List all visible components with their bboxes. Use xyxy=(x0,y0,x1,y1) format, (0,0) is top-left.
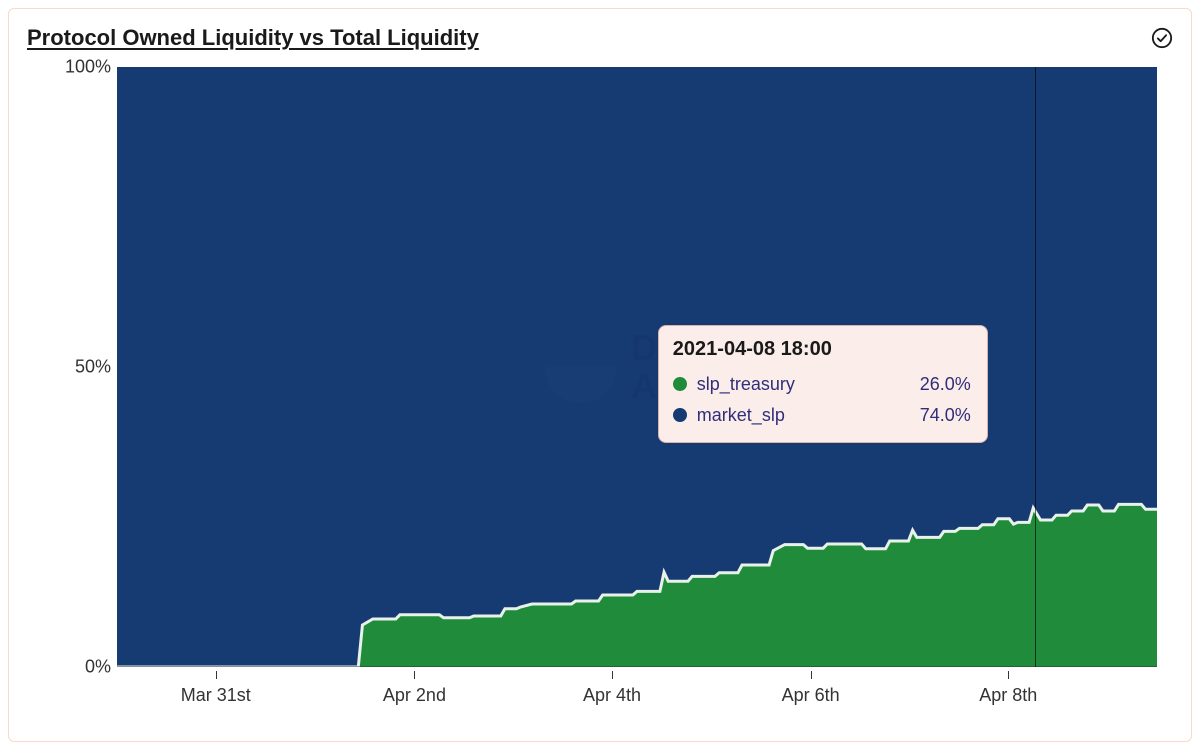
x-axis-tick xyxy=(414,671,415,679)
x-axis-label: Mar 31st xyxy=(181,685,251,706)
hover-guideline xyxy=(1035,67,1036,667)
chart-title[interactable]: Protocol Owned Liquidity vs Total Liquid… xyxy=(27,25,479,51)
tooltip-series-name: slp_treasury xyxy=(697,369,910,400)
x-axis-label: Apr 2nd xyxy=(383,685,446,706)
tooltip-swatch-icon xyxy=(673,408,687,422)
tooltip-series-value: 26.0% xyxy=(920,369,971,400)
x-axis-label: Apr 4th xyxy=(583,685,641,706)
y-axis: 0%50%100% xyxy=(27,67,111,667)
tooltip-row: slp_treasury 26.0% xyxy=(673,369,971,400)
tooltip-row: market_slp 74.0% xyxy=(673,400,971,431)
chart-header: Protocol Owned Liquidity vs Total Liquid… xyxy=(27,25,1173,51)
x-axis-tick xyxy=(811,671,812,679)
status-check-icon xyxy=(1151,27,1173,49)
x-axis-tick xyxy=(1008,671,1009,679)
tooltip-series-name: market_slp xyxy=(697,400,910,431)
stacked-area-svg xyxy=(117,67,1157,667)
x-axis-tick xyxy=(612,671,613,679)
y-axis-label: 100% xyxy=(65,57,111,78)
tooltip-series-value: 74.0% xyxy=(920,400,971,431)
x-axis-label: Apr 8th xyxy=(979,685,1037,706)
chart-area: 0%50%100% Dune Analy 2021-04-08 18:00 sl… xyxy=(27,61,1173,717)
y-axis-label: 0% xyxy=(85,657,111,678)
tooltip-swatch-icon xyxy=(673,377,687,391)
chart-tooltip: 2021-04-08 18:00 slp_treasury26.0%market… xyxy=(658,325,988,443)
x-axis-tick xyxy=(216,671,217,679)
chart-card: Protocol Owned Liquidity vs Total Liquid… xyxy=(8,8,1192,742)
y-axis-label: 50% xyxy=(75,357,111,378)
x-axis: Mar 31st Apr 2nd Apr 4th Apr 6th Apr 8th xyxy=(117,671,1157,717)
x-axis-label: Apr 6th xyxy=(782,685,840,706)
tooltip-title: 2021-04-08 18:00 xyxy=(673,338,971,361)
chart-plot[interactable]: Dune Analy 2021-04-08 18:00 slp_treasury… xyxy=(117,67,1157,667)
